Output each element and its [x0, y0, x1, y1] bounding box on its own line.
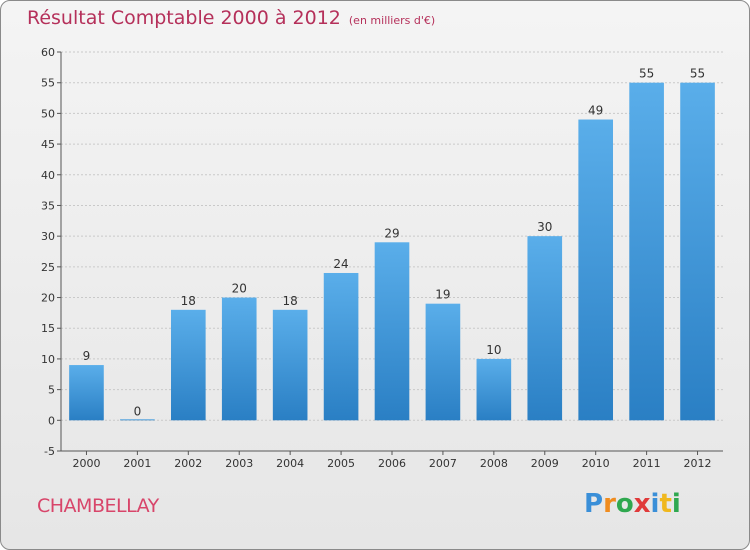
y-tick-label: 60 [41, 46, 55, 59]
data-label: 55 [639, 67, 654, 81]
y-tick-label: 40 [41, 169, 55, 182]
y-tick-label: 45 [41, 138, 55, 151]
logo-letter: i [650, 489, 660, 519]
y-tick-label: 55 [41, 77, 55, 90]
x-tick-label: 2003 [225, 457, 253, 470]
x-tick-label: 2006 [378, 457, 406, 470]
logo-letter: i [671, 489, 681, 519]
y-tick-label: 10 [41, 353, 55, 366]
data-label: 19 [435, 288, 450, 302]
data-label: 20 [232, 282, 247, 296]
bar [425, 303, 461, 421]
bar [374, 242, 410, 421]
x-tick-label: 2008 [480, 457, 508, 470]
bar [527, 236, 563, 421]
commune-name: CHAMBELLAY [37, 495, 159, 517]
bar [221, 297, 257, 421]
logo-letter: t [659, 489, 672, 519]
y-tick-label: 50 [41, 107, 55, 120]
x-tick-label: 2001 [123, 457, 151, 470]
chart-title: Résultat Comptable 2000 à 2012 (en millie… [27, 7, 435, 29]
x-tick-label: 2000 [72, 457, 100, 470]
bar-layer: 9 0 18 20 18 24 29 19 10 30 49 55 55 [69, 67, 715, 421]
y-tick-label: -5 [44, 445, 55, 458]
data-label: 24 [333, 257, 348, 271]
data-label: 9 [83, 349, 91, 363]
y-tick-label: 20 [41, 292, 55, 305]
bar [120, 419, 155, 421]
y-tick-label: 30 [41, 230, 55, 243]
x-tick-label: 2004 [276, 457, 304, 470]
bar [272, 309, 308, 421]
bar [170, 309, 206, 421]
bar [578, 119, 614, 421]
data-label: 0 [134, 404, 142, 418]
x-tick-label: 2005 [327, 457, 355, 470]
y-tick-label: 5 [48, 384, 55, 397]
proxiti-logo: Proxiti [584, 489, 681, 519]
x-tick-label: 2012 [684, 457, 712, 470]
data-label: 18 [283, 294, 298, 308]
data-label: 18 [181, 294, 196, 308]
y-tick-label: 25 [41, 261, 55, 274]
data-label: 10 [486, 343, 501, 357]
logo-letter: o [615, 489, 634, 519]
x-tick-label: 2002 [174, 457, 202, 470]
y-tick-label: 0 [48, 414, 55, 427]
bar [69, 365, 104, 421]
data-label: 55 [690, 67, 705, 81]
data-label: 30 [537, 220, 552, 234]
x-tick-label: 2007 [429, 457, 457, 470]
logo-letter: x [633, 489, 651, 519]
chart-subtitle: (en milliers d'€) [348, 14, 436, 27]
x-tick-label: 2010 [582, 457, 610, 470]
y-tick-label: 15 [41, 322, 55, 335]
logo-letter: P [584, 489, 604, 519]
axis-layer: -5 0 5 10 15 20 25 30 35 40 45 50 55 60 2000 2001 2002 20… [41, 46, 723, 470]
logo-letter: r [603, 489, 616, 519]
bar [323, 272, 359, 421]
bar [476, 358, 512, 421]
x-tick-label: 2011 [633, 457, 661, 470]
bar [629, 82, 664, 421]
title-text: Résultat Comptable 2000 à 2012 [27, 7, 341, 29]
bar [680, 82, 715, 421]
x-tick-label: 2009 [531, 457, 559, 470]
data-label: 29 [384, 226, 399, 240]
data-label: 49 [588, 104, 603, 118]
y-tick-label: 35 [41, 199, 55, 212]
